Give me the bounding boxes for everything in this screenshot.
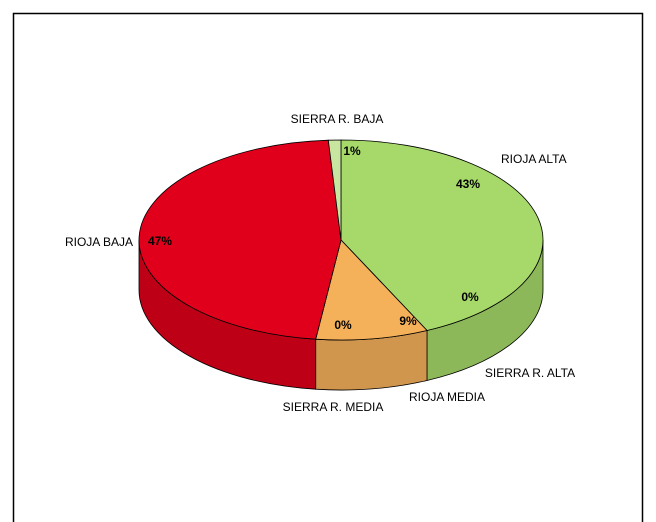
category-label: RIOJA MEDIA: [409, 390, 485, 404]
category-label: RIOJA ALTA: [501, 152, 567, 166]
category-label: SIERRA R. ALTA: [485, 366, 575, 380]
value-label: 47%: [148, 234, 172, 248]
value-label: 43%: [456, 177, 480, 191]
value-label: 1%: [343, 144, 361, 158]
pie-slice: [340, 139, 544, 331]
pie-slice: [138, 139, 342, 340]
value-label: 0%: [461, 290, 479, 304]
pie-slice: [327, 139, 342, 241]
category-label: SIERRA R. BAJA: [291, 112, 384, 126]
category-label: SIERRA R. MEDIA: [283, 400, 384, 414]
value-label: 9%: [399, 314, 417, 328]
category-label: RIOJA BAJA: [65, 235, 133, 249]
value-label: 0%: [334, 318, 352, 332]
pie-slice: [315, 239, 428, 341]
